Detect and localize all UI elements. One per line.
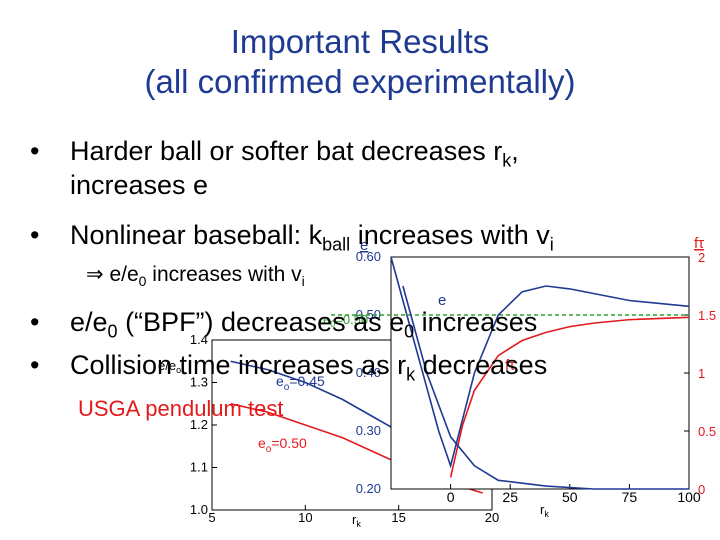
right-x-tick-label: 0 <box>447 489 455 505</box>
right-xlabel: rk <box>540 502 549 519</box>
right-chart: 0 25 50 75 1000.200.300.400.500.6000.511.52 … <box>323 235 716 519</box>
right-x-tick-label: 100 <box>677 489 701 505</box>
right-series-line-3 <box>402 285 689 490</box>
left-x-tick-label: 15 <box>391 510 405 525</box>
right-series-label-e: e <box>438 292 446 309</box>
right-x-tick-label: 75 <box>622 489 638 505</box>
right-y-left-tick-label: 0.40 <box>356 365 381 380</box>
right-series-label-ftau: fτ <box>505 357 515 374</box>
left-y-tick-label: 1.2 <box>190 417 208 432</box>
right-y-right-tick-label: 2 <box>698 250 705 265</box>
title-line-1: Important Results <box>230 23 490 60</box>
right-chart-frame <box>390 256 690 490</box>
left-series-label-2: eo=0.50 <box>258 435 307 455</box>
left-x-tick-label: 5 <box>208 510 215 525</box>
left-y-tick-label: 1.0 <box>190 502 208 517</box>
right-x-tick-label: 50 <box>562 489 578 505</box>
right-series-line-2 <box>449 316 690 478</box>
right-y-left-tick-label: 0.60 <box>356 249 381 264</box>
right-y-right-tick-label: 0 <box>698 482 705 497</box>
right-reference-label: e0=0.50 <box>323 312 368 329</box>
right-series-line-1 <box>390 256 690 469</box>
right-y-right-tick-label: 1.5 <box>698 308 716 323</box>
right-y-right-tick-label: 0.5 <box>698 424 716 439</box>
left-y-tick-label: 1.3 <box>190 375 208 390</box>
right-x-tick-label: 25 <box>502 489 518 505</box>
slide-title: Important Results (all confirmed experim… <box>0 22 720 102</box>
left-y-tick-label: 1.1 <box>190 460 208 475</box>
right-y-right-label: fτ <box>694 235 704 252</box>
left-x-tick-label: 20 <box>485 510 499 525</box>
left-x-tick-label: 10 <box>298 510 312 525</box>
left-series-label-1: eo=0.45 <box>276 373 325 393</box>
right-y-left-tick-label: 0.20 <box>356 481 381 496</box>
right-y-right-tick-label: 1 <box>698 366 705 381</box>
title-line-2: (all confirmed experimentally) <box>144 63 576 100</box>
left-xlabel: rk <box>352 512 361 529</box>
right-y-left-tick-label: 0.30 <box>356 423 381 438</box>
usga-label: USGA pendulum test <box>78 396 284 421</box>
right-y-left-label: e <box>360 237 368 254</box>
left-ylabel: e/eo <box>158 358 181 375</box>
left-y-tick-label: 1.4 <box>190 332 208 347</box>
